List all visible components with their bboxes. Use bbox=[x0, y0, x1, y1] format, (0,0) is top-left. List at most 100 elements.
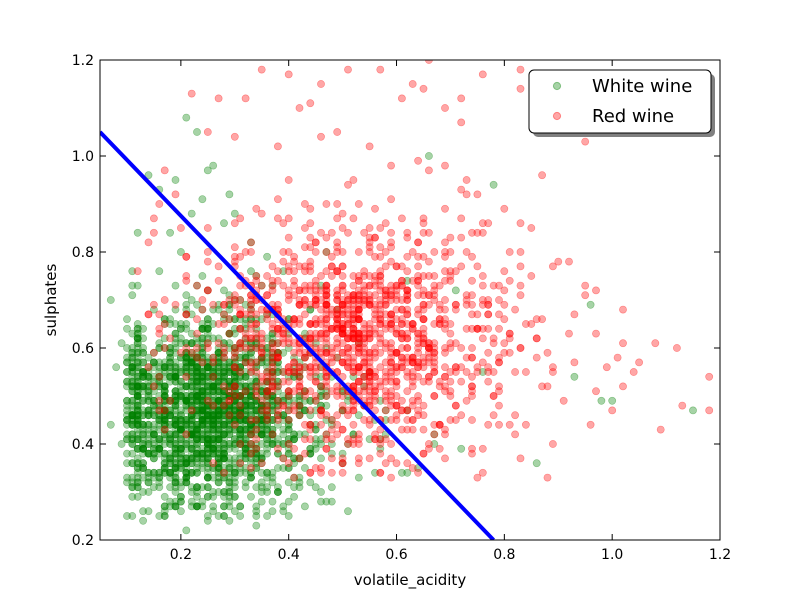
scatter-point bbox=[538, 382, 546, 391]
scatter-point bbox=[247, 430, 255, 439]
scatter-point bbox=[478, 334, 487, 343]
scatter-point bbox=[182, 368, 191, 376]
scatter-point bbox=[182, 382, 191, 391]
scatter-point bbox=[225, 468, 234, 477]
scatter-point bbox=[187, 392, 196, 400]
scatter-point bbox=[387, 401, 395, 410]
scatter-point bbox=[193, 483, 201, 492]
scatter-point bbox=[155, 435, 164, 444]
scatter-point bbox=[247, 392, 255, 400]
scatter-point bbox=[139, 435, 147, 444]
scatter-point bbox=[230, 406, 239, 415]
scatter-point bbox=[241, 416, 250, 424]
scatter-point bbox=[365, 368, 374, 376]
scatter-point bbox=[193, 449, 201, 458]
scatter-point bbox=[171, 372, 180, 381]
scatter-point bbox=[236, 425, 245, 434]
scatter-point bbox=[268, 401, 277, 410]
scatter-point bbox=[160, 502, 169, 511]
scatter-point bbox=[360, 228, 369, 237]
scatter-point bbox=[257, 416, 266, 424]
scatter-point bbox=[376, 65, 385, 74]
scatter-point bbox=[203, 512, 212, 520]
scatter-point bbox=[225, 392, 234, 400]
scatter-point bbox=[171, 416, 180, 424]
scatter-point bbox=[182, 372, 191, 381]
scatter-point bbox=[387, 416, 395, 424]
scatter-point bbox=[198, 334, 207, 343]
scatter-point bbox=[220, 473, 228, 482]
scatter-point bbox=[198, 296, 207, 304]
scatter-point bbox=[166, 411, 174, 420]
scatter-point bbox=[689, 406, 697, 415]
scatter-point bbox=[176, 224, 185, 232]
scatter-point bbox=[182, 406, 191, 415]
scatter-point bbox=[133, 478, 142, 487]
scatter-point bbox=[300, 243, 309, 252]
scatter-point bbox=[408, 372, 417, 381]
scatter-point bbox=[570, 372, 579, 381]
scatter-point bbox=[123, 353, 131, 362]
scatter-point bbox=[144, 440, 153, 448]
scatter-point bbox=[160, 382, 169, 391]
scatter-point bbox=[128, 363, 137, 372]
scatter-point bbox=[327, 358, 336, 367]
scatter-point bbox=[311, 464, 320, 472]
scatter-point bbox=[220, 411, 228, 420]
scatter-point bbox=[225, 459, 234, 468]
scatter-point bbox=[236, 392, 245, 400]
scatter-point bbox=[209, 363, 218, 372]
scatter-point bbox=[176, 497, 185, 506]
scatter-point bbox=[209, 459, 218, 468]
scatter-point bbox=[349, 176, 358, 184]
scatter-point bbox=[317, 406, 325, 415]
scatter-point bbox=[187, 468, 196, 477]
scatter-point bbox=[257, 430, 266, 439]
scatter-point bbox=[247, 348, 255, 357]
scatter-point bbox=[203, 473, 212, 482]
scatter-point bbox=[182, 401, 191, 410]
scatter-point bbox=[327, 454, 336, 463]
scatter-point bbox=[338, 406, 347, 415]
scatter-point bbox=[220, 411, 228, 420]
scatter-point bbox=[133, 392, 142, 400]
x-tick-label: 0.2 bbox=[170, 547, 192, 563]
scatter-point bbox=[193, 396, 201, 405]
scatter-point bbox=[171, 416, 180, 424]
scatter-point bbox=[241, 396, 250, 405]
scatter-point bbox=[193, 392, 201, 400]
scatter-point bbox=[209, 300, 218, 309]
scatter-point bbox=[144, 435, 153, 444]
scatter-point bbox=[273, 377, 282, 386]
scatter-point bbox=[317, 382, 325, 391]
scatter-point bbox=[252, 377, 261, 386]
scatter-point bbox=[203, 401, 212, 410]
scatter-point bbox=[311, 339, 320, 348]
scatter-point bbox=[236, 372, 245, 381]
scatter-point bbox=[182, 392, 191, 400]
scatter-point bbox=[424, 372, 433, 381]
scatter-point bbox=[198, 324, 207, 333]
scatter-point bbox=[295, 401, 304, 410]
scatter-point bbox=[381, 377, 390, 386]
scatter-point bbox=[268, 368, 277, 376]
scatter-point bbox=[209, 372, 218, 381]
scatter-point bbox=[268, 377, 277, 386]
scatter-point bbox=[149, 358, 158, 367]
scatter-point bbox=[241, 444, 250, 453]
scatter-point bbox=[155, 377, 164, 386]
scatter-point bbox=[252, 358, 261, 367]
scatter-point bbox=[673, 344, 681, 352]
scatter-point bbox=[203, 473, 212, 482]
scatter-point bbox=[133, 228, 142, 237]
scatter-point bbox=[220, 468, 228, 477]
scatter-point bbox=[144, 449, 153, 458]
scatter-point bbox=[187, 502, 196, 511]
scatter-point bbox=[424, 152, 433, 160]
scatter-point bbox=[252, 339, 261, 348]
scatter-point bbox=[236, 459, 245, 468]
scatter-point bbox=[230, 416, 239, 424]
scatter-point bbox=[273, 267, 282, 276]
scatter-point bbox=[203, 492, 212, 501]
scatter-point bbox=[128, 512, 137, 520]
